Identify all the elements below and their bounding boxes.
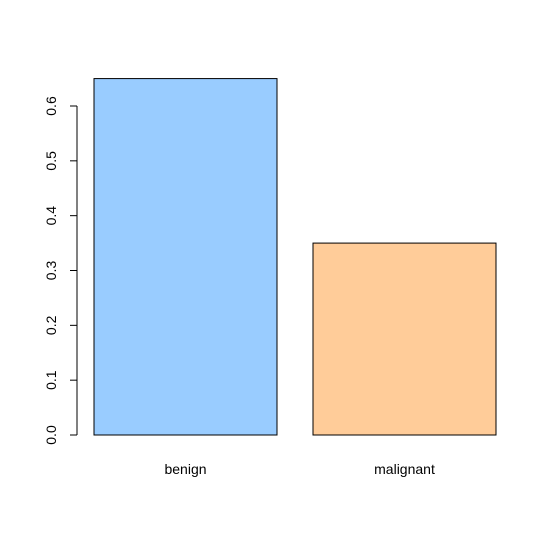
y-tick-label: 0.0 (43, 425, 59, 445)
bars (93, 78, 497, 436)
y-tick-label: 0.3 (43, 261, 59, 281)
y-tick-label: 0.5 (43, 151, 59, 171)
category-label-benign: benign (164, 461, 206, 477)
y-axis: 0.0 0.1 0.2 0.3 0.4 0.5 0.6 (43, 96, 78, 445)
bar-malignant (312, 242, 497, 436)
bar-benign (93, 78, 278, 436)
y-tick-label: 0.1 (43, 370, 59, 390)
y-tick-label: 0.2 (43, 315, 59, 335)
category-label-malignant: malignant (374, 461, 435, 477)
category-labels: benign malignant (164, 461, 434, 477)
y-tick-label: 0.4 (43, 206, 59, 226)
y-tick-label: 0.6 (43, 96, 59, 116)
